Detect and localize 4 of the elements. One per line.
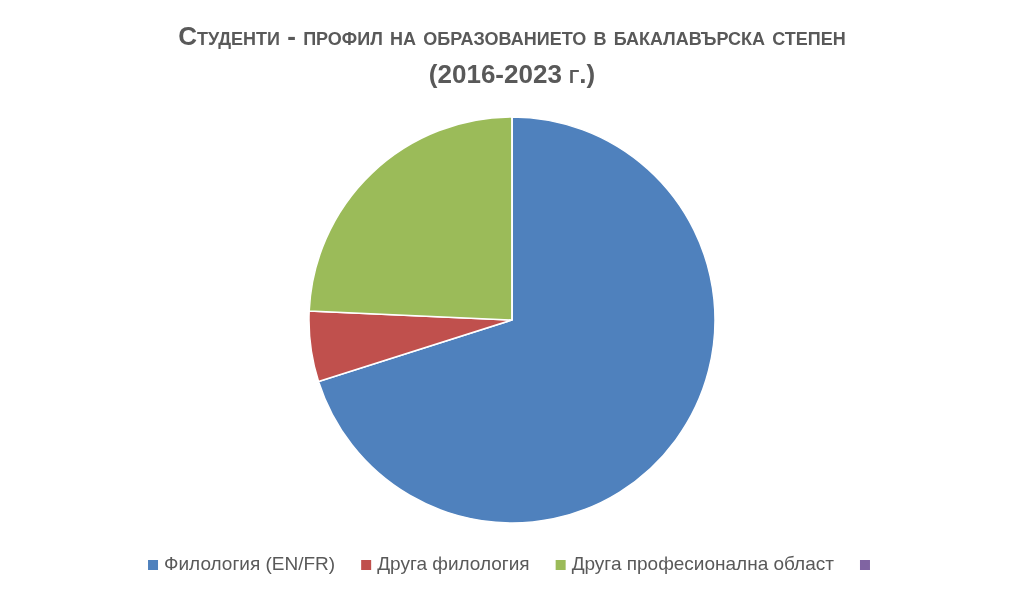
chart-title: Студенти - профил на образованието в бакалавърска степен (2016-2023 г.): [178, 21, 846, 89]
legend-label: Филология (EN/FR): [164, 553, 336, 574]
legend-label: Друга професионална област: [571, 553, 835, 574]
legend-label: Друга филология: [377, 553, 530, 574]
